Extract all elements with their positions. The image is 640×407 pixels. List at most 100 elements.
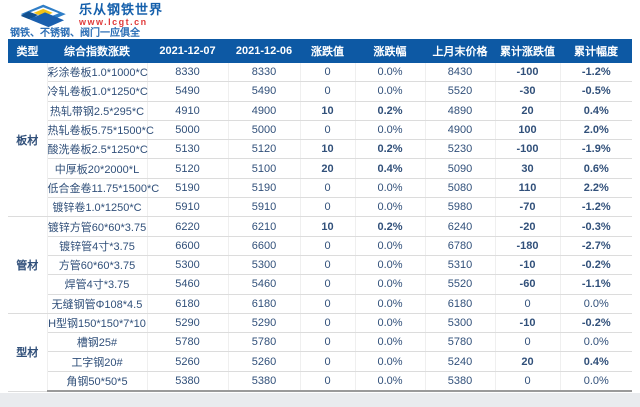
table-row: 热轧带钢2.5*295*C 4910 4900 10 0.2% 4890 20 …: [8, 101, 632, 121]
change-value-cell: 0: [300, 294, 356, 314]
table-row: 酸洗卷板2.5*1250*C 5130 5120 10 0.2% 5230 -1…: [8, 139, 632, 160]
change-value-cell: 0: [300, 351, 356, 372]
steel-price-table: 类型 综合指数涨跌 2021-12-07 2021-12-06 涨跌值 涨跌幅 …: [8, 39, 632, 393]
cum-change-value-cell: 30: [495, 158, 561, 179]
price-1207-cell: 4910: [147, 101, 229, 121]
col-header-type: 类型: [8, 39, 47, 63]
change-pct-cell: 0.0%: [355, 371, 426, 393]
price-1206-cell: 5260: [228, 351, 301, 372]
cum-change-pct-cell: 0.0%: [560, 371, 632, 393]
price-1206-cell: 6180: [228, 294, 301, 314]
table-header-row: 类型 综合指数涨跌 2021-12-07 2021-12-06 涨跌值 涨跌幅 …: [8, 39, 632, 63]
price-1207-cell: 5300: [147, 255, 229, 276]
col-header-date-1207: 2021-12-07: [147, 39, 228, 63]
col-header-change-value: 涨跌值: [300, 39, 355, 63]
product-name-cell: 冷轧卷板1.0*1250*C: [47, 81, 148, 102]
change-value-cell: 20: [300, 158, 356, 179]
table-row: 方管60*60*3.75 5300 5300 0 0.0% 5310 -10 -…: [8, 255, 632, 276]
cum-change-pct-cell: -0.2%: [560, 313, 632, 334]
table-row: 型材 H型钢150*150*7*10 5290 5290 0 0.0% 5300 …: [8, 313, 632, 392]
type-group-cell: 板材: [8, 63, 48, 218]
cum-change-value-cell: 110: [495, 178, 561, 199]
table-row: 角钢50*50*5 5380 5380 0 0.0% 5380 0 0.0%: [8, 371, 632, 393]
price-1206-cell: 6600: [228, 236, 301, 256]
price-1206-cell: 5780: [228, 332, 301, 353]
col-header-change-pct: 涨跌幅: [355, 39, 425, 63]
table-row: 管材 镀锌方管60*60*3.75 6220 6210 10 0.2% 6240 …: [8, 216, 632, 314]
col-header-last-month-price: 上月末价格: [425, 39, 495, 63]
cum-change-pct-cell: -0.5%: [560, 81, 632, 102]
type-group-cell: 管材: [8, 216, 48, 314]
price-1206-cell: 4900: [228, 101, 301, 121]
last-month-price-cell: 5520: [425, 274, 496, 295]
product-name-cell: 工字钢20#: [47, 351, 148, 372]
price-1206-cell: 5300: [228, 255, 301, 276]
product-name-cell: 无缝钢管Φ108*4.5: [47, 294, 148, 314]
price-1206-cell: 5380: [228, 371, 301, 393]
product-name-cell: 镀锌管4寸*3.75: [47, 236, 148, 256]
cum-change-value-cell: -70: [495, 197, 561, 218]
table-row: 镀锌卷1.0*1250*C 5910 5910 0 0.0% 5980 -70 …: [8, 197, 632, 218]
cum-change-value-cell: 100: [495, 120, 561, 141]
last-month-price-cell: 5310: [425, 255, 496, 276]
change-pct-cell: 0.0%: [355, 197, 426, 218]
change-pct-cell: 0.0%: [355, 332, 426, 353]
page-footer-strip: [0, 393, 640, 407]
price-1206-cell: 5490: [228, 81, 301, 102]
change-pct-cell: 0.0%: [355, 81, 426, 102]
brand-logo-icon: [20, 4, 66, 28]
change-value-cell: 0: [300, 274, 356, 295]
product-name-cell: 热轧带钢2.5*295*C: [47, 101, 148, 121]
price-1207-cell: 5780: [147, 332, 229, 353]
product-name-cell: H型钢150*150*7*10: [47, 313, 148, 334]
change-value-cell: 0: [300, 313, 356, 334]
price-1207-cell: 5490: [147, 81, 229, 102]
cum-change-pct-cell: -1.9%: [560, 139, 632, 160]
change-value-cell: 0: [300, 178, 356, 199]
change-pct-cell: 0.0%: [355, 294, 426, 314]
last-month-price-cell: 6780: [425, 236, 496, 256]
cum-change-value-cell: -10: [495, 313, 561, 334]
col-header-cum-change-pct: 累计幅度: [560, 39, 632, 63]
price-1207-cell: 5190: [147, 178, 229, 199]
cum-change-value-cell: 0: [495, 294, 561, 314]
change-pct-cell: 0.0%: [355, 255, 426, 276]
price-1207-cell: 6180: [147, 294, 229, 314]
table-row: 工字钢20# 5260 5260 0 0.0% 5240 20 0.4%: [8, 351, 632, 372]
price-1207-cell: 5290: [147, 313, 229, 334]
price-1206-cell: 6210: [228, 216, 301, 237]
brand-url-link[interactable]: www.lcgt.cn: [79, 17, 148, 27]
product-name-cell: 角钢50*50*5: [47, 371, 148, 393]
last-month-price-cell: 4900: [425, 120, 496, 141]
table-row: 中厚板20*2000*L 5120 5100 20 0.4% 5090 30 0…: [8, 158, 632, 179]
change-value-cell: 0: [300, 371, 356, 393]
cum-change-value-cell: -60: [495, 274, 561, 295]
price-1207-cell: 8330: [147, 63, 229, 83]
price-1207-cell: 5460: [147, 274, 229, 295]
price-1206-cell: 8330: [228, 63, 301, 83]
price-1206-cell: 5100: [228, 158, 301, 179]
last-month-price-cell: 5090: [425, 158, 496, 179]
change-value-cell: 10: [300, 101, 356, 121]
cum-change-value-cell: -30: [495, 81, 561, 102]
last-month-price-cell: 5380: [425, 371, 496, 393]
change-value-cell: 0: [300, 332, 356, 353]
table-row: 镀锌管4寸*3.75 6600 6600 0 0.0% 6780 -180 -2…: [8, 236, 632, 256]
col-header-date-1206: 2021-12-06: [228, 39, 300, 63]
last-month-price-cell: 5240: [425, 351, 496, 372]
last-month-price-cell: 5080: [425, 178, 496, 199]
product-name-cell: 低合金卷11.75*1500*C: [47, 178, 159, 199]
brand-logo: 乐从钢铁世界 www.lcgt.cn: [0, 0, 640, 28]
table-row: 低合金卷11.75*1500*C 5190 5190 0 0.0% 5080 1…: [8, 178, 632, 199]
last-month-price-cell: 5230: [425, 139, 496, 160]
change-pct-cell: 0.2%: [355, 101, 426, 121]
change-pct-cell: 0.2%: [355, 139, 426, 160]
table-row: 冷轧卷板1.0*1250*C 5490 5490 0 0.0% 5520 -30…: [8, 81, 632, 102]
price-1206-cell: 5460: [228, 274, 301, 295]
change-value-cell: 0: [300, 63, 356, 83]
brand-name: 乐从钢铁世界: [79, 2, 164, 17]
last-month-price-cell: 6240: [425, 216, 496, 237]
change-value-cell: 0: [300, 81, 356, 102]
cum-change-value-cell: -180: [495, 236, 561, 256]
price-1207-cell: 5120: [147, 158, 229, 179]
